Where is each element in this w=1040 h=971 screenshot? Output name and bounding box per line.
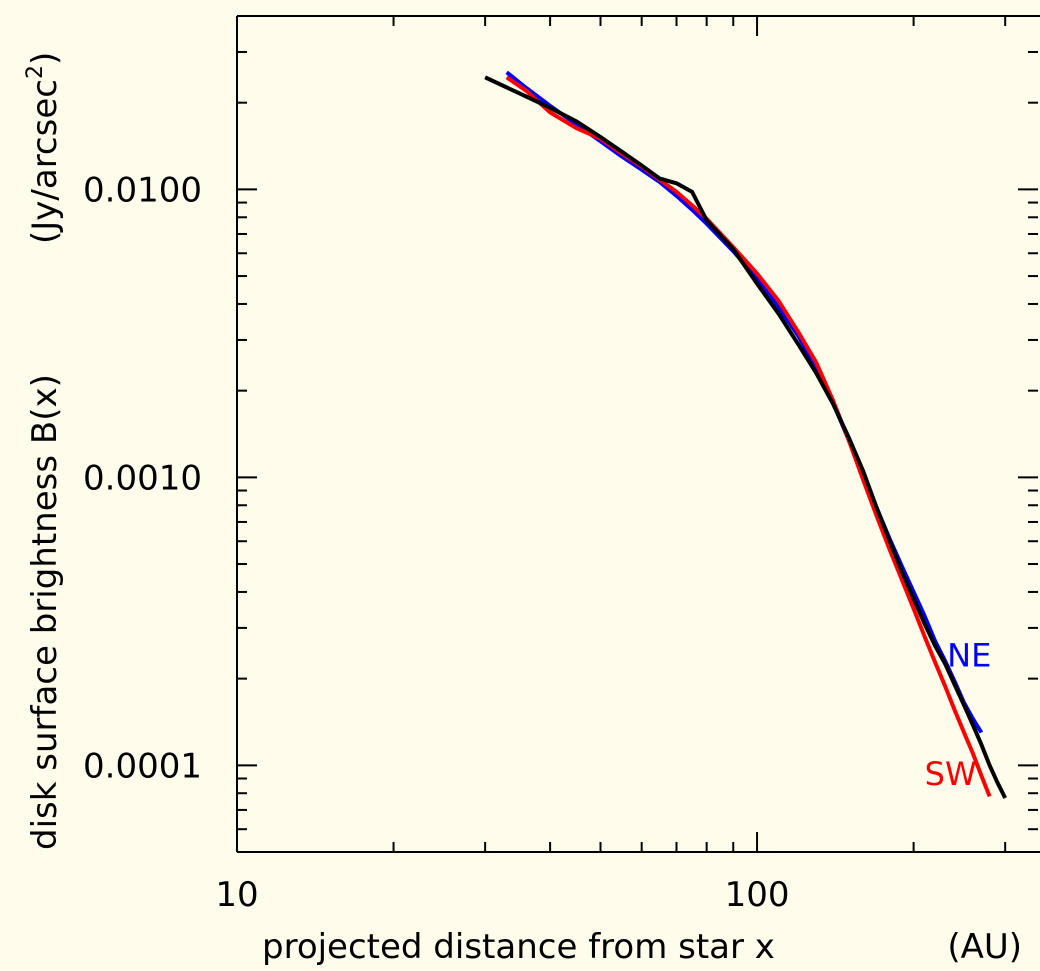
series-line-model <box>484 75 1007 799</box>
annotation-ne: NE <box>947 637 991 675</box>
y-axis-unit-suffix: ) <box>25 52 65 65</box>
y-axis-label: disk surface brightness B(x) <box>25 374 65 850</box>
axes: 10 100 0.0001 0.0010 0.0100 <box>83 15 1040 915</box>
x-axis-label: projected distance from star x <box>262 927 775 966</box>
y-axis-unit-sup: 2 <box>23 65 48 79</box>
y-axis-unit: (Jy/arcsec2) <box>23 52 65 244</box>
x-axis-unit: (AU) <box>947 927 1022 966</box>
series-group: NE SW <box>484 70 1007 799</box>
labels: projected distance from star x (AU) disk… <box>23 52 1022 967</box>
y-axis-unit-prefix: (Jy/arcsec <box>25 79 65 244</box>
y-tick-label: 0.0001 <box>83 746 202 786</box>
y-tick-label: 0.0100 <box>83 170 202 210</box>
annotation-sw: SW <box>925 755 977 793</box>
series-line-ne <box>505 70 984 734</box>
x-tick-label: 10 <box>215 875 258 915</box>
y-tick-label: 0.0010 <box>83 458 202 498</box>
y-axis-label-text: disk surface brightness B(x) <box>25 374 65 850</box>
series-line-sw <box>505 75 992 798</box>
x-tick-label: 100 <box>725 875 790 915</box>
